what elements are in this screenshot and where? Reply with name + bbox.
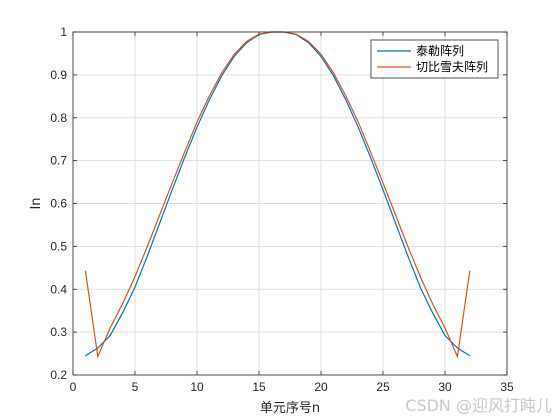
y-tick-label: 0.3: [50, 325, 67, 339]
legend-label: 切比雪夫阵列: [416, 60, 488, 74]
y-tick-label: 1: [60, 25, 67, 39]
x-tick-label: 20: [314, 380, 328, 394]
x-tick-label: 30: [438, 380, 452, 394]
grid-lines: [72, 31, 508, 376]
y-tick-label: 0.6: [50, 197, 67, 211]
x-tick-label: 0: [70, 380, 77, 394]
legend-box: [370, 39, 499, 79]
x-tick-label: 25: [376, 380, 390, 394]
x-axis-label: 单元序号n: [260, 401, 320, 416]
y-tick-label: 0.9: [50, 68, 67, 82]
tick-labels: 0 5 10 15 20 25 30 35 0.2 0.3 0.4 0.5 0.6 0.7 0.8 0.9 1: [50, 25, 514, 394]
series-line-0: [85, 31, 471, 357]
x-tick-label: 35: [500, 380, 514, 394]
y-tick-label: 0.8: [50, 111, 67, 125]
series-lines: [84, 31, 471, 359]
y-tick-label: 0.2: [50, 368, 67, 382]
legend-label: 泰勒阵列: [416, 44, 464, 58]
y-axis-label: In: [29, 197, 44, 209]
watermark: CSDN @迎风打盹儿: [405, 396, 552, 415]
y-tick-label: 0.7: [50, 154, 67, 168]
series-line-1: [84, 31, 471, 359]
x-tick-label: 5: [132, 380, 139, 394]
x-tick-label: 15: [252, 380, 266, 394]
y-tick-label: 0.4: [50, 282, 67, 296]
axes: [72, 31, 508, 376]
y-tick-label: 0.5: [50, 239, 67, 253]
x-tick-label: 10: [190, 380, 204, 394]
